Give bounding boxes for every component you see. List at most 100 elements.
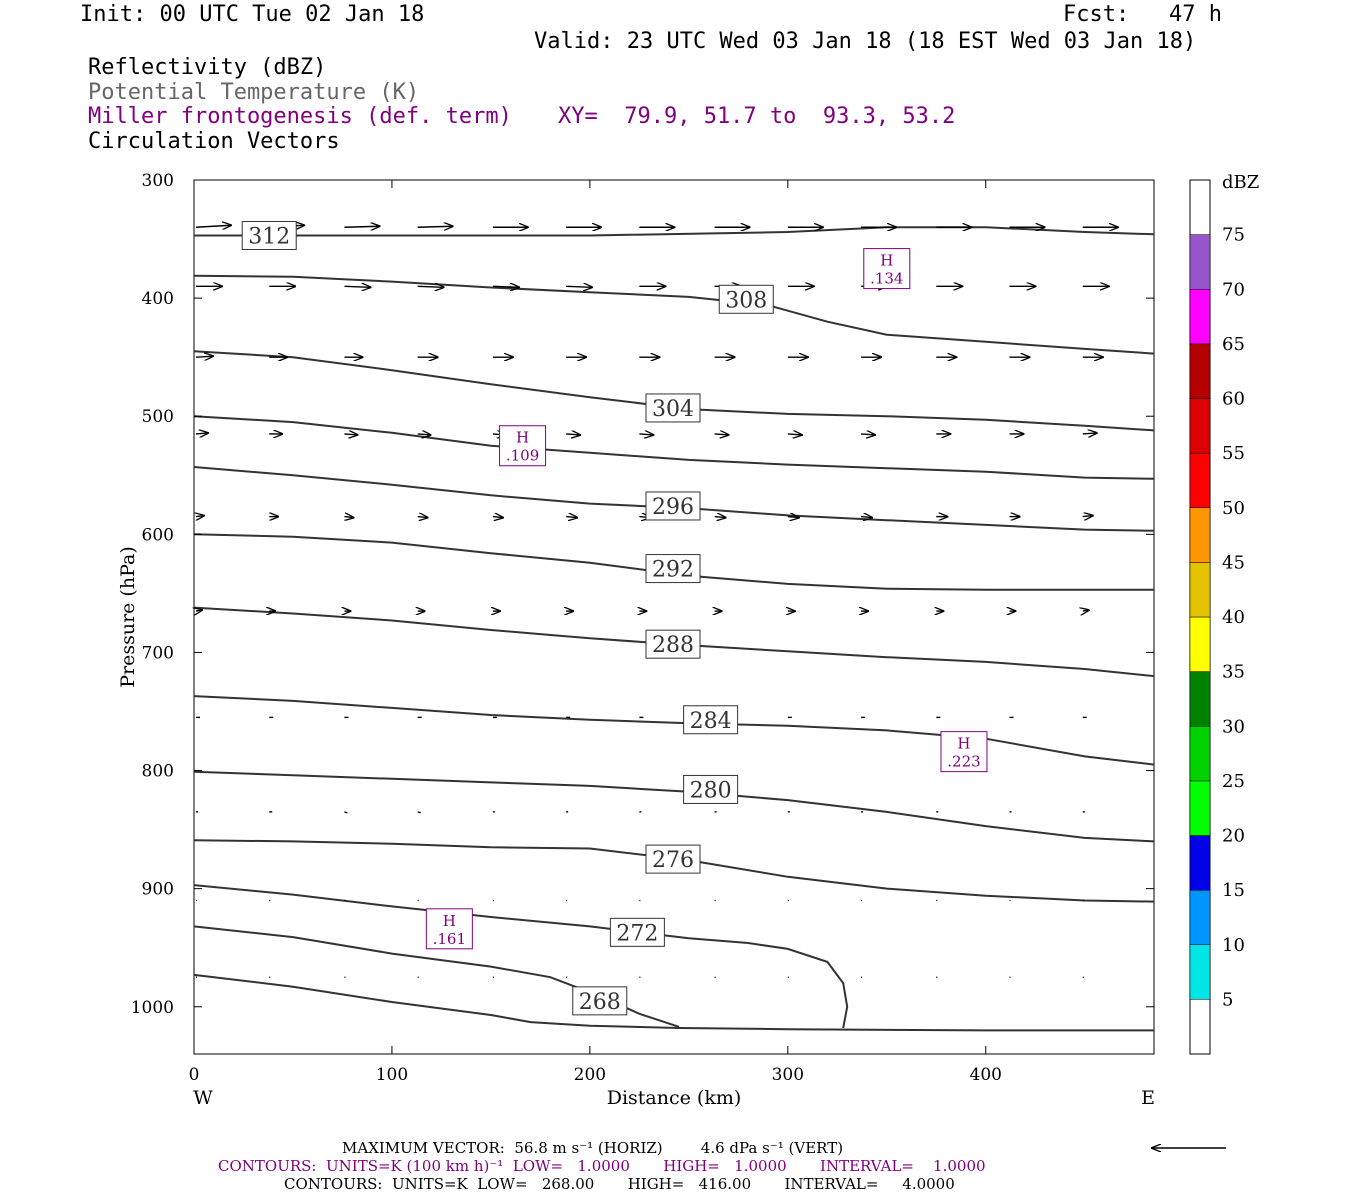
isentrope-label-box xyxy=(645,844,701,874)
frontogenesis-high-box xyxy=(940,731,988,773)
colorbar-level-label: 35 xyxy=(1222,662,1245,683)
frontogenesis-high-value: .223 xyxy=(947,753,980,771)
colorbar-unit: dBZ xyxy=(1222,172,1259,193)
frontogenesis-high-label: H xyxy=(516,429,529,447)
y-tick-label: 900 xyxy=(142,880,174,900)
y-tick-label: 700 xyxy=(142,643,174,663)
circulation-vector xyxy=(1083,610,1089,611)
colorbar-level-label: 40 xyxy=(1222,607,1245,628)
colorbar-segment xyxy=(1189,343,1211,399)
isentrope-label: 272 xyxy=(616,921,658,946)
x-tick-label: 100 xyxy=(376,1065,408,1085)
field-circulation-vectors: Circulation Vectors xyxy=(88,129,340,154)
field-frontogenesis: Miller frontogenesis (def. term) xyxy=(88,104,512,129)
circulation-vector xyxy=(195,433,208,434)
frontogenesis-high-label: H xyxy=(957,735,970,753)
isentrope-label: 296 xyxy=(652,495,694,520)
circulation-vector xyxy=(639,434,653,435)
frontogenesis-high-value: .161 xyxy=(433,930,466,948)
isentrope-label-box xyxy=(718,284,774,314)
colorbar-segment xyxy=(1189,398,1211,454)
y-tick-label: 300 xyxy=(142,171,174,191)
circulation-vector xyxy=(566,434,580,435)
circulation-vector xyxy=(344,286,370,287)
colorbar-level-label: 10 xyxy=(1222,935,1245,956)
colorbar-segment xyxy=(1189,289,1211,345)
colorbar-segment xyxy=(1189,671,1211,727)
circulation-vector xyxy=(196,610,202,611)
isentrope-label-box xyxy=(683,774,739,804)
forecast-hour: Fcst: 47 h xyxy=(1063,2,1222,27)
circulation-vector xyxy=(417,517,428,518)
colorbar-level-label: 45 xyxy=(1222,552,1245,573)
x-tick-label: 400 xyxy=(970,1065,1002,1085)
x-tick-label: 300 xyxy=(772,1065,804,1085)
field-reflectivity: Reflectivity (dBZ) xyxy=(88,55,327,80)
isentrope-label: 276 xyxy=(652,848,694,873)
circulation-vector xyxy=(417,434,431,435)
frontogenesis-high-box xyxy=(863,248,911,290)
circulation-vector xyxy=(196,516,204,517)
colorbar-segment xyxy=(1189,562,1211,618)
colorbar-segment xyxy=(1189,944,1211,1000)
x-axis-east-label: E xyxy=(1141,1087,1155,1109)
circulation-vector xyxy=(787,434,802,435)
y-axis-title: Pressure (hPa) xyxy=(117,546,139,688)
colorbar-level-label: 60 xyxy=(1222,389,1245,410)
isentrope-label-box xyxy=(609,917,665,947)
colorbar-segment xyxy=(1189,726,1211,782)
isentrope-272 xyxy=(193,884,849,1029)
isentrope-label: 312 xyxy=(248,225,290,250)
circulation-vector xyxy=(492,286,519,287)
isentrope-label: 280 xyxy=(690,778,732,803)
circulation-vector xyxy=(344,434,357,435)
isentrope-label: 268 xyxy=(579,990,621,1015)
circulation-vector xyxy=(714,434,729,435)
isentrope-label-box xyxy=(683,705,739,735)
colorbar-level-label: 65 xyxy=(1222,334,1245,355)
isentrope-label-box xyxy=(645,491,701,521)
frontogenesis-high-label: H xyxy=(443,912,456,930)
cross-section-endpoints: XY= 79.9, 51.7 to 93.3, 53.2 xyxy=(558,104,956,129)
colorbar-segment xyxy=(1189,835,1211,891)
colorbar-segment xyxy=(1189,234,1211,290)
valid-time: Valid: 23 UTC Wed 03 Jan 18 (18 EST Wed … xyxy=(534,29,1197,54)
circulation-vector xyxy=(1082,433,1097,434)
isentrope-264 xyxy=(193,973,1154,1032)
colorbar-segment xyxy=(1189,452,1211,508)
y-tick-label: 400 xyxy=(142,289,174,309)
circulation-vector xyxy=(417,286,444,287)
colorbar-level-label: 75 xyxy=(1222,225,1245,246)
colorbar-segment xyxy=(1189,889,1211,945)
y-tick-label: 800 xyxy=(142,762,174,782)
isentrope-300 xyxy=(193,415,1155,480)
colorbar-segment xyxy=(1189,780,1211,836)
circulation-vector xyxy=(344,226,379,227)
isentrope-label: 292 xyxy=(652,558,694,583)
circulation-vector xyxy=(787,517,799,518)
frontogenesis-high-box xyxy=(499,425,547,467)
isentrope-label-box xyxy=(645,393,701,423)
field-potential-temperature: Potential Temperature (K) xyxy=(88,80,420,105)
circulation-vector xyxy=(417,811,421,814)
circulation-vector xyxy=(566,517,577,518)
circulation-vector xyxy=(417,226,453,227)
circulation-vector xyxy=(492,517,503,518)
footer-frontogenesis-contours: CONTOURS: UNITS=K (100 km h)⁻¹ LOW= 1.00… xyxy=(218,1157,986,1175)
isentrope-label: 288 xyxy=(652,633,694,658)
colorbar-level-label: 30 xyxy=(1222,716,1245,737)
frontogenesis-high-box xyxy=(425,908,473,950)
circulation-vector xyxy=(714,517,726,518)
frontogenesis-high-value: .109 xyxy=(506,447,539,465)
x-axis-west-label: W xyxy=(193,1087,213,1109)
isentrope-label-box xyxy=(572,986,628,1016)
x-tick-label: 0 xyxy=(189,1065,200,1085)
circulation-vector xyxy=(861,517,872,518)
init-time: Init: 00 UTC Tue 02 Jan 18 xyxy=(80,2,425,27)
isentrope-label: 304 xyxy=(652,397,694,422)
colorbar-segment xyxy=(1189,616,1211,672)
circulation-vector xyxy=(195,225,231,227)
colorbar-level-label: 50 xyxy=(1222,498,1245,519)
circulation-vector xyxy=(1082,516,1093,517)
circulation-vector xyxy=(861,434,875,435)
